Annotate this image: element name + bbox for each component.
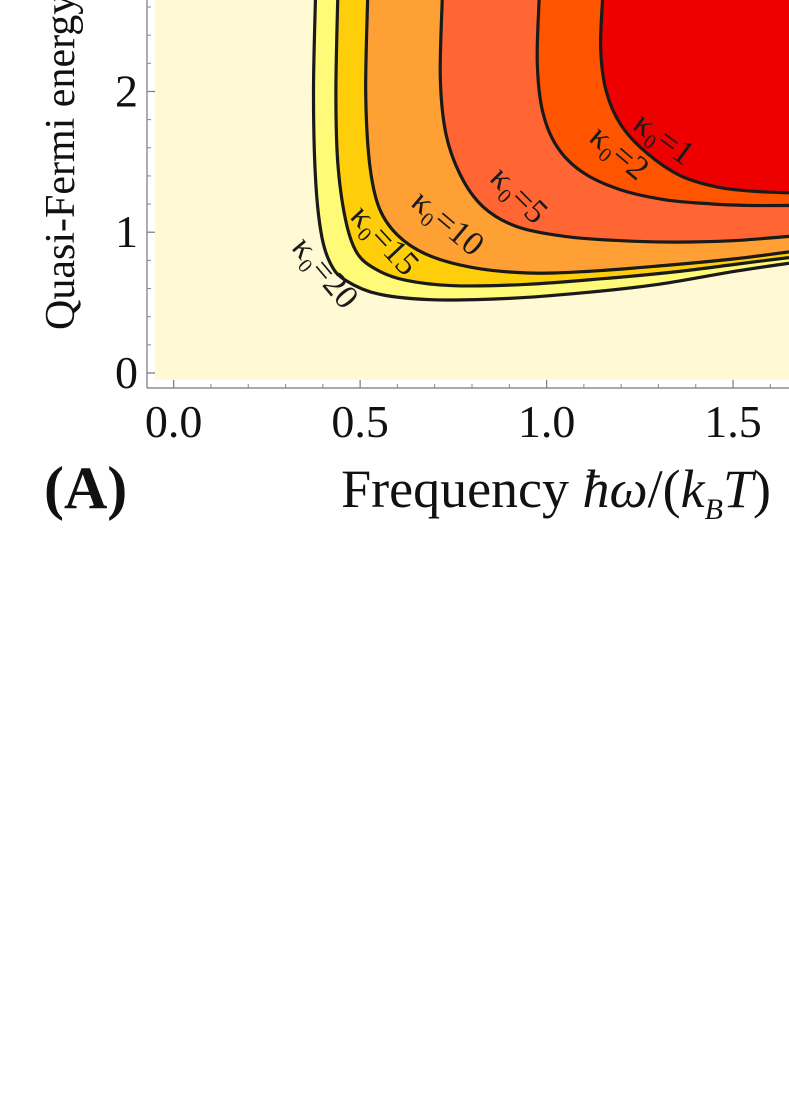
x-axis-label-omega: ω	[609, 459, 648, 519]
panel-label: (A)	[44, 455, 128, 521]
y-tick-label: 2	[115, 65, 138, 116]
contour-line-kappa-10	[364, 0, 789, 275]
x-axis-label-sub: B	[704, 492, 723, 526]
contour-line-kappa-5	[438, 0, 789, 244]
x-tick-label: 1.0	[518, 396, 576, 447]
x-axis-label-T: T	[722, 459, 754, 519]
y-axis-label: Quasi-Fermi energy	[38, 0, 84, 330]
x-axis-label-slash: /(	[647, 459, 681, 519]
x-axis-label-hbar: ħ	[582, 459, 610, 519]
contour-line-kappa-20	[311, 0, 789, 302]
x-axis-label-close: )	[753, 459, 771, 519]
y-tick-label: 1	[115, 206, 138, 257]
contour-line-kappa-15	[334, 0, 789, 288]
contour-region-kappa-1	[600, 0, 789, 193]
x-tick-label: 0.0	[145, 396, 203, 447]
x-tick-label: 0.5	[331, 396, 389, 447]
y-tick-label: 0	[115, 347, 138, 398]
contour-line-kappa-1	[598, 0, 789, 195]
x-axis-label: Frequency ħω/(kBT)	[341, 462, 771, 525]
x-tick-label: 1.5	[704, 396, 762, 447]
contour-line-kappa-2	[535, 0, 789, 208]
x-axis-label-k: k	[680, 459, 705, 519]
x-axis-label-text: Frequency	[341, 459, 583, 519]
